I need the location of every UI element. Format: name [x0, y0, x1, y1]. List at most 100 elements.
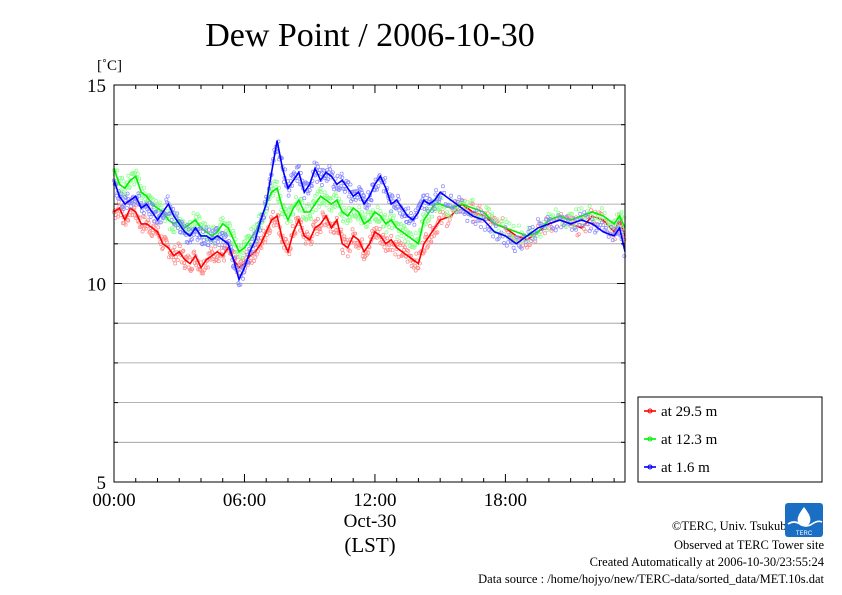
- x-tick-label: 12:00: [353, 490, 396, 511]
- sample-point: [517, 223, 521, 228]
- sample-point: [413, 231, 418, 236]
- sample-point: [169, 217, 174, 222]
- legend-label: at 12.3 m: [661, 432, 718, 448]
- sample-point: [167, 212, 171, 217]
- sample-point: [512, 249, 517, 254]
- sample-point: [150, 234, 155, 238]
- sample-point: [481, 215, 486, 219]
- sample-point: [496, 236, 501, 241]
- sample-point: [218, 217, 223, 222]
- sample-point: [175, 211, 180, 216]
- sample-point: [248, 236, 253, 241]
- sample-point: [347, 194, 352, 199]
- sample-point: [329, 208, 334, 213]
- sample-point: [191, 211, 196, 216]
- sample-point: [416, 266, 421, 271]
- sample-point: [556, 211, 561, 215]
- sample-point: [526, 229, 531, 234]
- sample-point: [412, 222, 417, 227]
- sample-point: [381, 232, 386, 237]
- sample-point: [224, 233, 229, 238]
- sample-point: [359, 188, 364, 193]
- sample-point: [216, 253, 220, 258]
- sample-point: [141, 204, 146, 209]
- sample-point: [389, 233, 394, 238]
- sample-point: [318, 230, 323, 234]
- sample-point: [203, 265, 208, 270]
- sample-point: [124, 205, 129, 210]
- sample-point: [369, 198, 374, 203]
- sample-point: [485, 211, 490, 216]
- sample-point: [609, 226, 614, 231]
- sample-point: [216, 239, 220, 244]
- sample-point: [183, 264, 188, 269]
- sample-point: [487, 207, 492, 212]
- sample-point: [290, 224, 295, 229]
- sample-point: [398, 241, 403, 246]
- sample-point: [203, 221, 208, 226]
- sample-point: [434, 188, 439, 193]
- sample-point: [439, 221, 444, 225]
- sample-point: [366, 250, 371, 255]
- sample-point: [165, 240, 169, 245]
- sample-point: [606, 221, 611, 225]
- sample-point: [507, 221, 512, 226]
- sample-point: [529, 239, 534, 243]
- sample-point: [387, 247, 392, 252]
- terc-logo: TERC: [785, 503, 823, 537]
- credit-data-source: Data source : /home/hojyo/new/TERC-data/…: [478, 572, 824, 586]
- sample-point: [470, 219, 475, 224]
- sample-point: [326, 177, 330, 182]
- sample-point: [315, 164, 320, 169]
- credit-created: Created Automatically at 2006-10-30/23:5…: [589, 555, 824, 569]
- sample-point: [413, 263, 417, 268]
- sample-point: [324, 203, 329, 208]
- sample-point: [154, 199, 159, 203]
- sample-point: [271, 209, 275, 214]
- sample-point: [136, 191, 141, 196]
- sample-point: [332, 230, 337, 235]
- sample-point: [132, 206, 137, 210]
- sample-point: [249, 256, 254, 260]
- sample-point: [285, 240, 290, 245]
- sample-point: [128, 212, 133, 217]
- credit-copyright: ©TERC, Univ. Tsukuba: [671, 519, 792, 533]
- sample-point: [294, 195, 299, 200]
- legend-marker: [647, 464, 653, 470]
- sample-point: [378, 240, 383, 245]
- sample-point: [315, 179, 320, 184]
- sample-point: [119, 191, 124, 196]
- sample-point: [604, 226, 608, 230]
- sample-point: [285, 220, 290, 225]
- sample-point: [296, 164, 301, 169]
- sample-point: [382, 245, 387, 250]
- sample-point: [580, 223, 585, 228]
- sample-point: [167, 255, 171, 260]
- sample-point: [139, 198, 144, 203]
- sample-point: [383, 213, 388, 218]
- sample-point: [267, 230, 272, 235]
- sample-point: [346, 218, 351, 223]
- sample-point: [306, 191, 311, 196]
- sample-point: [427, 196, 432, 201]
- sample-point: [228, 223, 233, 228]
- sample-point: [240, 255, 245, 260]
- sample-point: [428, 197, 432, 202]
- sample-point: [154, 221, 159, 225]
- sample-point: [141, 226, 146, 231]
- sample-point: [362, 193, 367, 198]
- sample-point: [309, 242, 314, 247]
- sample-point: [188, 240, 193, 245]
- sample-point: [124, 196, 129, 201]
- sample-point: [616, 221, 621, 226]
- sample-point: [287, 188, 292, 193]
- sample-point: [343, 208, 348, 213]
- sample-point: [199, 226, 203, 231]
- sample-point: [601, 223, 606, 228]
- sample-point: [542, 226, 547, 230]
- sample-point: [548, 217, 553, 222]
- sample-point: [182, 266, 187, 271]
- sample-point: [186, 240, 191, 245]
- sample-point: [430, 234, 434, 239]
- sample-point: [384, 230, 389, 235]
